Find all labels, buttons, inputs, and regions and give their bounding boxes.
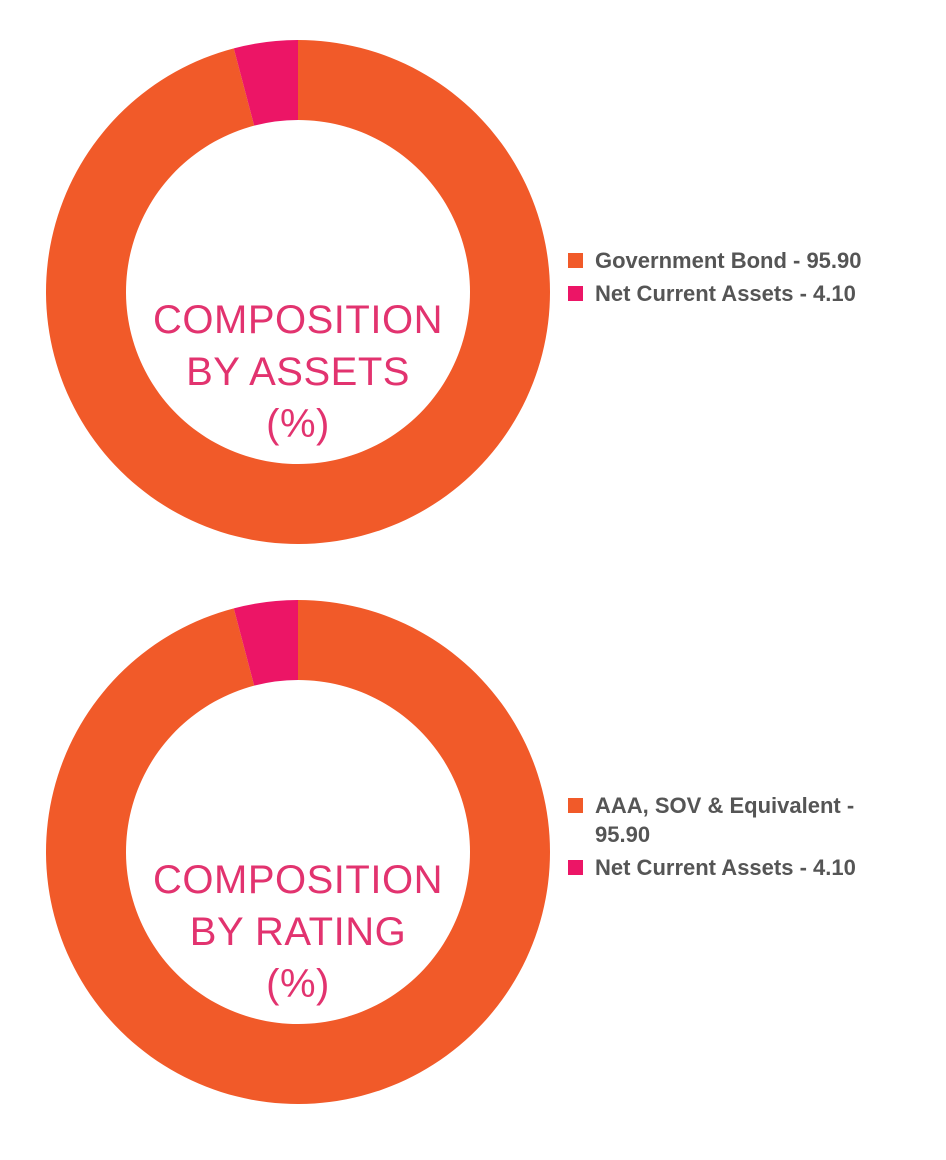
legend-item: Net Current Assets - 4.10 <box>568 279 898 308</box>
composition-by-assets-chart: COMPOSITION BY ASSETS (%) Government Bon… <box>0 0 946 560</box>
legend: Government Bond - 95.90 Net Current Asse… <box>568 246 898 312</box>
legend-label: Government Bond - 95.90 <box>595 248 862 273</box>
donut-slice-aaa-sov-equivalent <box>46 600 551 1104</box>
legend-label: Net Current Assets - 4.10 <box>595 855 856 880</box>
legend-item: Net Current Assets - 4.10 <box>568 853 898 882</box>
donut-svg <box>46 600 551 1104</box>
title-line: COMPOSITION <box>153 858 443 902</box>
donut-slice-net-current-assets <box>233 40 298 126</box>
legend-swatch-pink <box>568 286 583 301</box>
donut-center-title: COMPOSITION BY ASSETS (%) <box>98 294 498 450</box>
title-line: (%) <box>266 402 330 446</box>
donut-slice-net-current-assets <box>233 600 298 686</box>
title-line: COMPOSITION <box>153 298 443 342</box>
title-line: (%) <box>266 962 330 1006</box>
title-line: BY ASSETS <box>186 350 410 394</box>
legend-item: Government Bond - 95.90 <box>568 246 898 275</box>
title-line: BY RATING <box>189 910 407 954</box>
legend: AAA, SOV & Equivalent - 95.90 Net Curren… <box>568 791 898 886</box>
legend-label: AAA, SOV & Equivalent - 95.90 <box>595 793 855 847</box>
legend-swatch-orange <box>568 798 583 813</box>
donut-center-title: COMPOSITION BY RATING (%) <box>98 854 498 1010</box>
legend-swatch-pink <box>568 860 583 875</box>
legend-swatch-orange <box>568 253 583 268</box>
composition-by-rating-chart: COMPOSITION BY RATING (%) AAA, SOV & Equ… <box>0 560 946 1120</box>
donut-svg <box>46 40 551 544</box>
donut-slice-government-bond <box>46 40 551 544</box>
legend-item: AAA, SOV & Equivalent - 95.90 <box>568 791 898 849</box>
legend-label: Net Current Assets - 4.10 <box>595 281 856 306</box>
